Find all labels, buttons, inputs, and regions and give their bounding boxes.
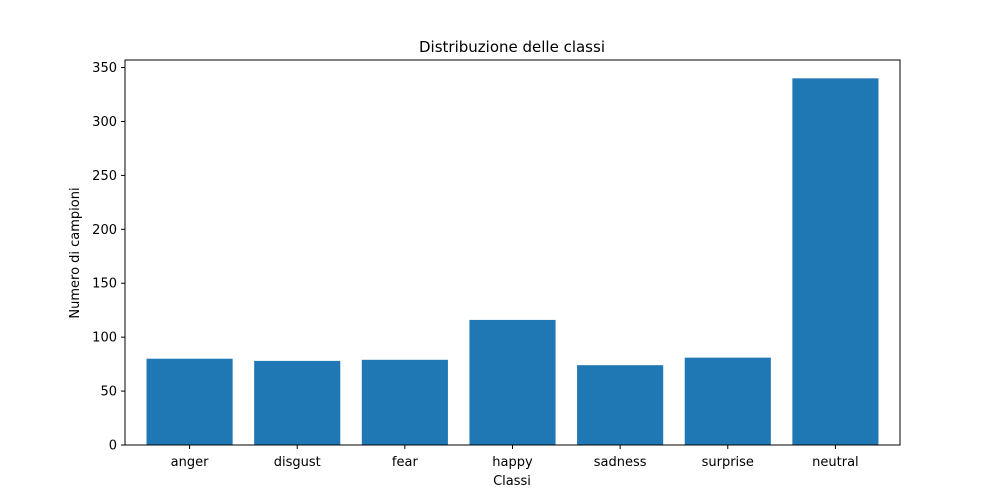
y-tick-label-150: 150 bbox=[92, 277, 117, 292]
x-tick-label-fear: fear bbox=[392, 455, 419, 470]
y-axis-label: Numero di campioni bbox=[68, 187, 83, 318]
x-tick-label-anger: anger bbox=[171, 455, 209, 470]
x-tick-label-disgust: disgust bbox=[274, 455, 321, 470]
bar-fear bbox=[361, 359, 448, 445]
x-tick-label-happy: happy bbox=[492, 455, 533, 470]
y-tick-label-100: 100 bbox=[92, 331, 117, 346]
y-tick-label-250: 250 bbox=[92, 169, 117, 184]
bar-disgust bbox=[254, 360, 341, 445]
bar-neutral bbox=[792, 78, 879, 445]
plot-area: anger disgust fear happy sadness surprise neut… bbox=[92, 59, 901, 470]
chart-title: Distribuzione delle classi bbox=[419, 38, 605, 56]
bar-anger bbox=[146, 358, 233, 445]
x-tick-label-neutral: neutral bbox=[812, 455, 859, 470]
y-tick-label-200: 200 bbox=[92, 223, 117, 238]
y-tick-label-0: 0 bbox=[109, 439, 117, 454]
x-axis-label: Classi bbox=[493, 474, 531, 489]
y-tick-label-50: 50 bbox=[100, 385, 117, 400]
y-tick-label-350: 350 bbox=[92, 61, 117, 76]
bar-surprise bbox=[684, 357, 771, 445]
bar-sadness bbox=[577, 365, 664, 445]
x-tick-label-surprise: surprise bbox=[702, 455, 754, 470]
bar-happy bbox=[469, 319, 556, 445]
x-tick-label-sadness: sadness bbox=[594, 455, 647, 470]
y-tick-label-300: 300 bbox=[92, 115, 117, 130]
